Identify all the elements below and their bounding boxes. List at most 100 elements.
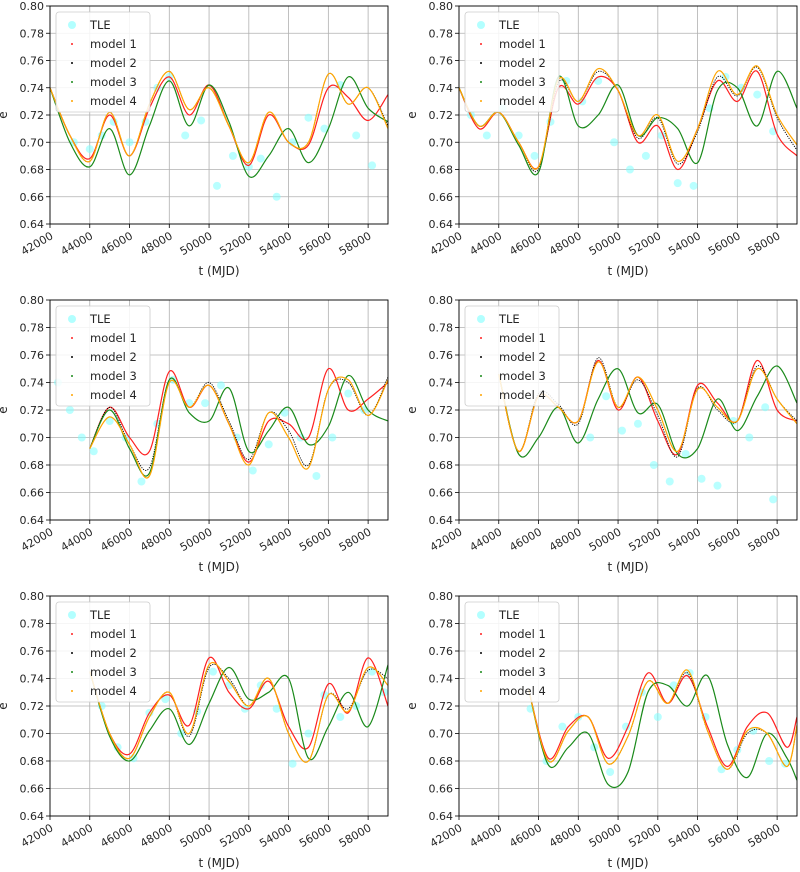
data-point-tle — [312, 472, 321, 480]
x-tick-label: 52000 — [218, 229, 255, 258]
y-tick-label: 0.76 — [20, 645, 45, 658]
y-tick-label: 0.76 — [429, 349, 454, 362]
legend-marker-model-4 — [480, 690, 482, 692]
legend-label-tle: TLE — [89, 18, 111, 32]
legend-label-model-3: model 3 — [90, 665, 137, 679]
data-point-tle — [602, 392, 611, 401]
data-point-tle — [594, 76, 603, 85]
data-point-tle — [137, 477, 146, 486]
plot-area — [89, 656, 388, 768]
legend-label-model-1: model 1 — [90, 37, 137, 51]
data-point-tle — [717, 765, 726, 774]
series-line-model-4 — [528, 669, 797, 770]
y-tick-label: 0.70 — [429, 432, 454, 445]
y-tick-label: 0.78 — [20, 322, 45, 335]
x-tick-label: 44000 — [467, 821, 504, 850]
series-line-model-3 — [498, 365, 797, 459]
legend: TLE model 1 model 2 model 3 model 4 — [55, 601, 151, 703]
x-tick-label: 58000 — [337, 229, 374, 258]
panel-bottom-right: 0.64 0.66 0.68 0.70 0.72 0.74 0.76 0.78 0.80 4200… — [405, 590, 798, 870]
x-tick-label: 48000 — [547, 229, 584, 258]
data-point-tle — [689, 181, 698, 190]
y-tick-label: 0.80 — [20, 590, 45, 603]
x-tick-label: 54000 — [666, 821, 703, 850]
x-tick-label: 48000 — [138, 821, 175, 850]
legend-marker-tle — [68, 21, 76, 29]
data-point-tle — [197, 116, 206, 125]
series-line-model-4 — [50, 70, 388, 164]
y-tick-label: 0.78 — [429, 322, 454, 335]
x-tick-label: 46000 — [507, 821, 544, 850]
x-tick-label: 48000 — [138, 525, 175, 554]
y-tick-label: 0.78 — [429, 618, 454, 631]
y-tick-label: 0.66 — [429, 191, 454, 204]
legend-marker-tle — [477, 21, 485, 29]
legend-label-tle: TLE — [89, 312, 111, 326]
legend-label-model-4: model 4 — [499, 94, 546, 108]
data-point-tle — [65, 406, 74, 414]
legend-marker-model-3 — [71, 671, 73, 673]
y-tick-label: 0.68 — [20, 164, 45, 177]
y-tick-label: 0.66 — [429, 783, 454, 796]
legend-label-model-1: model 1 — [499, 627, 546, 641]
legend-marker-model-4 — [71, 100, 73, 102]
y-tick-label: 0.66 — [20, 191, 45, 204]
legend: TLE model 1 model 2 model 3 model 4 — [464, 11, 560, 113]
y-tick-label: 0.70 — [20, 728, 45, 741]
y-tick-label: 0.80 — [429, 0, 454, 13]
y-tick-label: 0.74 — [429, 673, 454, 686]
y-tick-label: 0.78 — [20, 618, 45, 631]
legend-label-model-4: model 4 — [90, 94, 137, 108]
x-tick-label: 52000 — [627, 821, 664, 850]
y-tick-label: 0.76 — [429, 645, 454, 658]
data-point-tle — [606, 768, 615, 776]
x-tick-label: 50000 — [587, 525, 624, 554]
legend-marker-model-1 — [71, 633, 73, 635]
series-tle — [526, 669, 790, 776]
data-point-tle — [228, 151, 237, 160]
plot-area — [50, 70, 388, 201]
data-point-tle — [89, 447, 98, 456]
data-point-tle — [713, 481, 722, 490]
legend-marker-model-2 — [480, 62, 482, 64]
legend-box — [464, 11, 560, 113]
y-tick-label: 0.74 — [20, 377, 45, 390]
legend-label-model-4: model 4 — [499, 684, 546, 698]
series-line-model-3 — [50, 76, 388, 178]
legend-label-tle: TLE — [498, 18, 520, 32]
x-tick-label: 56000 — [706, 229, 743, 258]
data-point-tle — [673, 179, 682, 188]
legend-label-model-4: model 4 — [90, 388, 137, 402]
data-point-tle — [761, 403, 770, 412]
legend-marker-model-1 — [480, 633, 482, 635]
data-point-tle — [272, 192, 281, 201]
legend-label-tle: TLE — [498, 312, 520, 326]
y-tick-label: 0.72 — [20, 404, 45, 417]
y-tick-label: 0.64 — [20, 810, 45, 823]
data-point-tle — [558, 722, 567, 731]
y-tick-label: 0.68 — [20, 459, 45, 472]
data-point-tle — [653, 713, 662, 721]
legend-label-model-4: model 4 — [499, 388, 546, 402]
y-tick-label: 0.64 — [429, 218, 454, 231]
x-tick-label: 44000 — [58, 821, 95, 850]
y-tick-label: 0.74 — [429, 82, 454, 95]
x-tick-label: 48000 — [138, 229, 175, 258]
y-tick-label: 0.80 — [20, 0, 45, 13]
data-point-tle — [328, 433, 337, 442]
data-point-tle — [256, 154, 265, 163]
legend-marker-tle — [68, 315, 76, 323]
y-tick-label: 0.72 — [20, 700, 45, 713]
data-point-tle — [320, 124, 329, 133]
x-tick-label: 58000 — [746, 229, 783, 258]
y-axis-label: e — [405, 111, 419, 118]
x-tick-label: 50000 — [178, 229, 215, 258]
y-tick-label: 0.68 — [429, 164, 454, 177]
y-tick-label: 0.64 — [429, 810, 454, 823]
data-point-tle — [209, 667, 218, 676]
x-tick-label: 56000 — [297, 229, 334, 258]
series-line-model-2 — [89, 376, 388, 471]
data-point-tle — [618, 426, 627, 435]
y-tick-label: 0.68 — [429, 459, 454, 472]
data-point-tle — [280, 408, 289, 417]
